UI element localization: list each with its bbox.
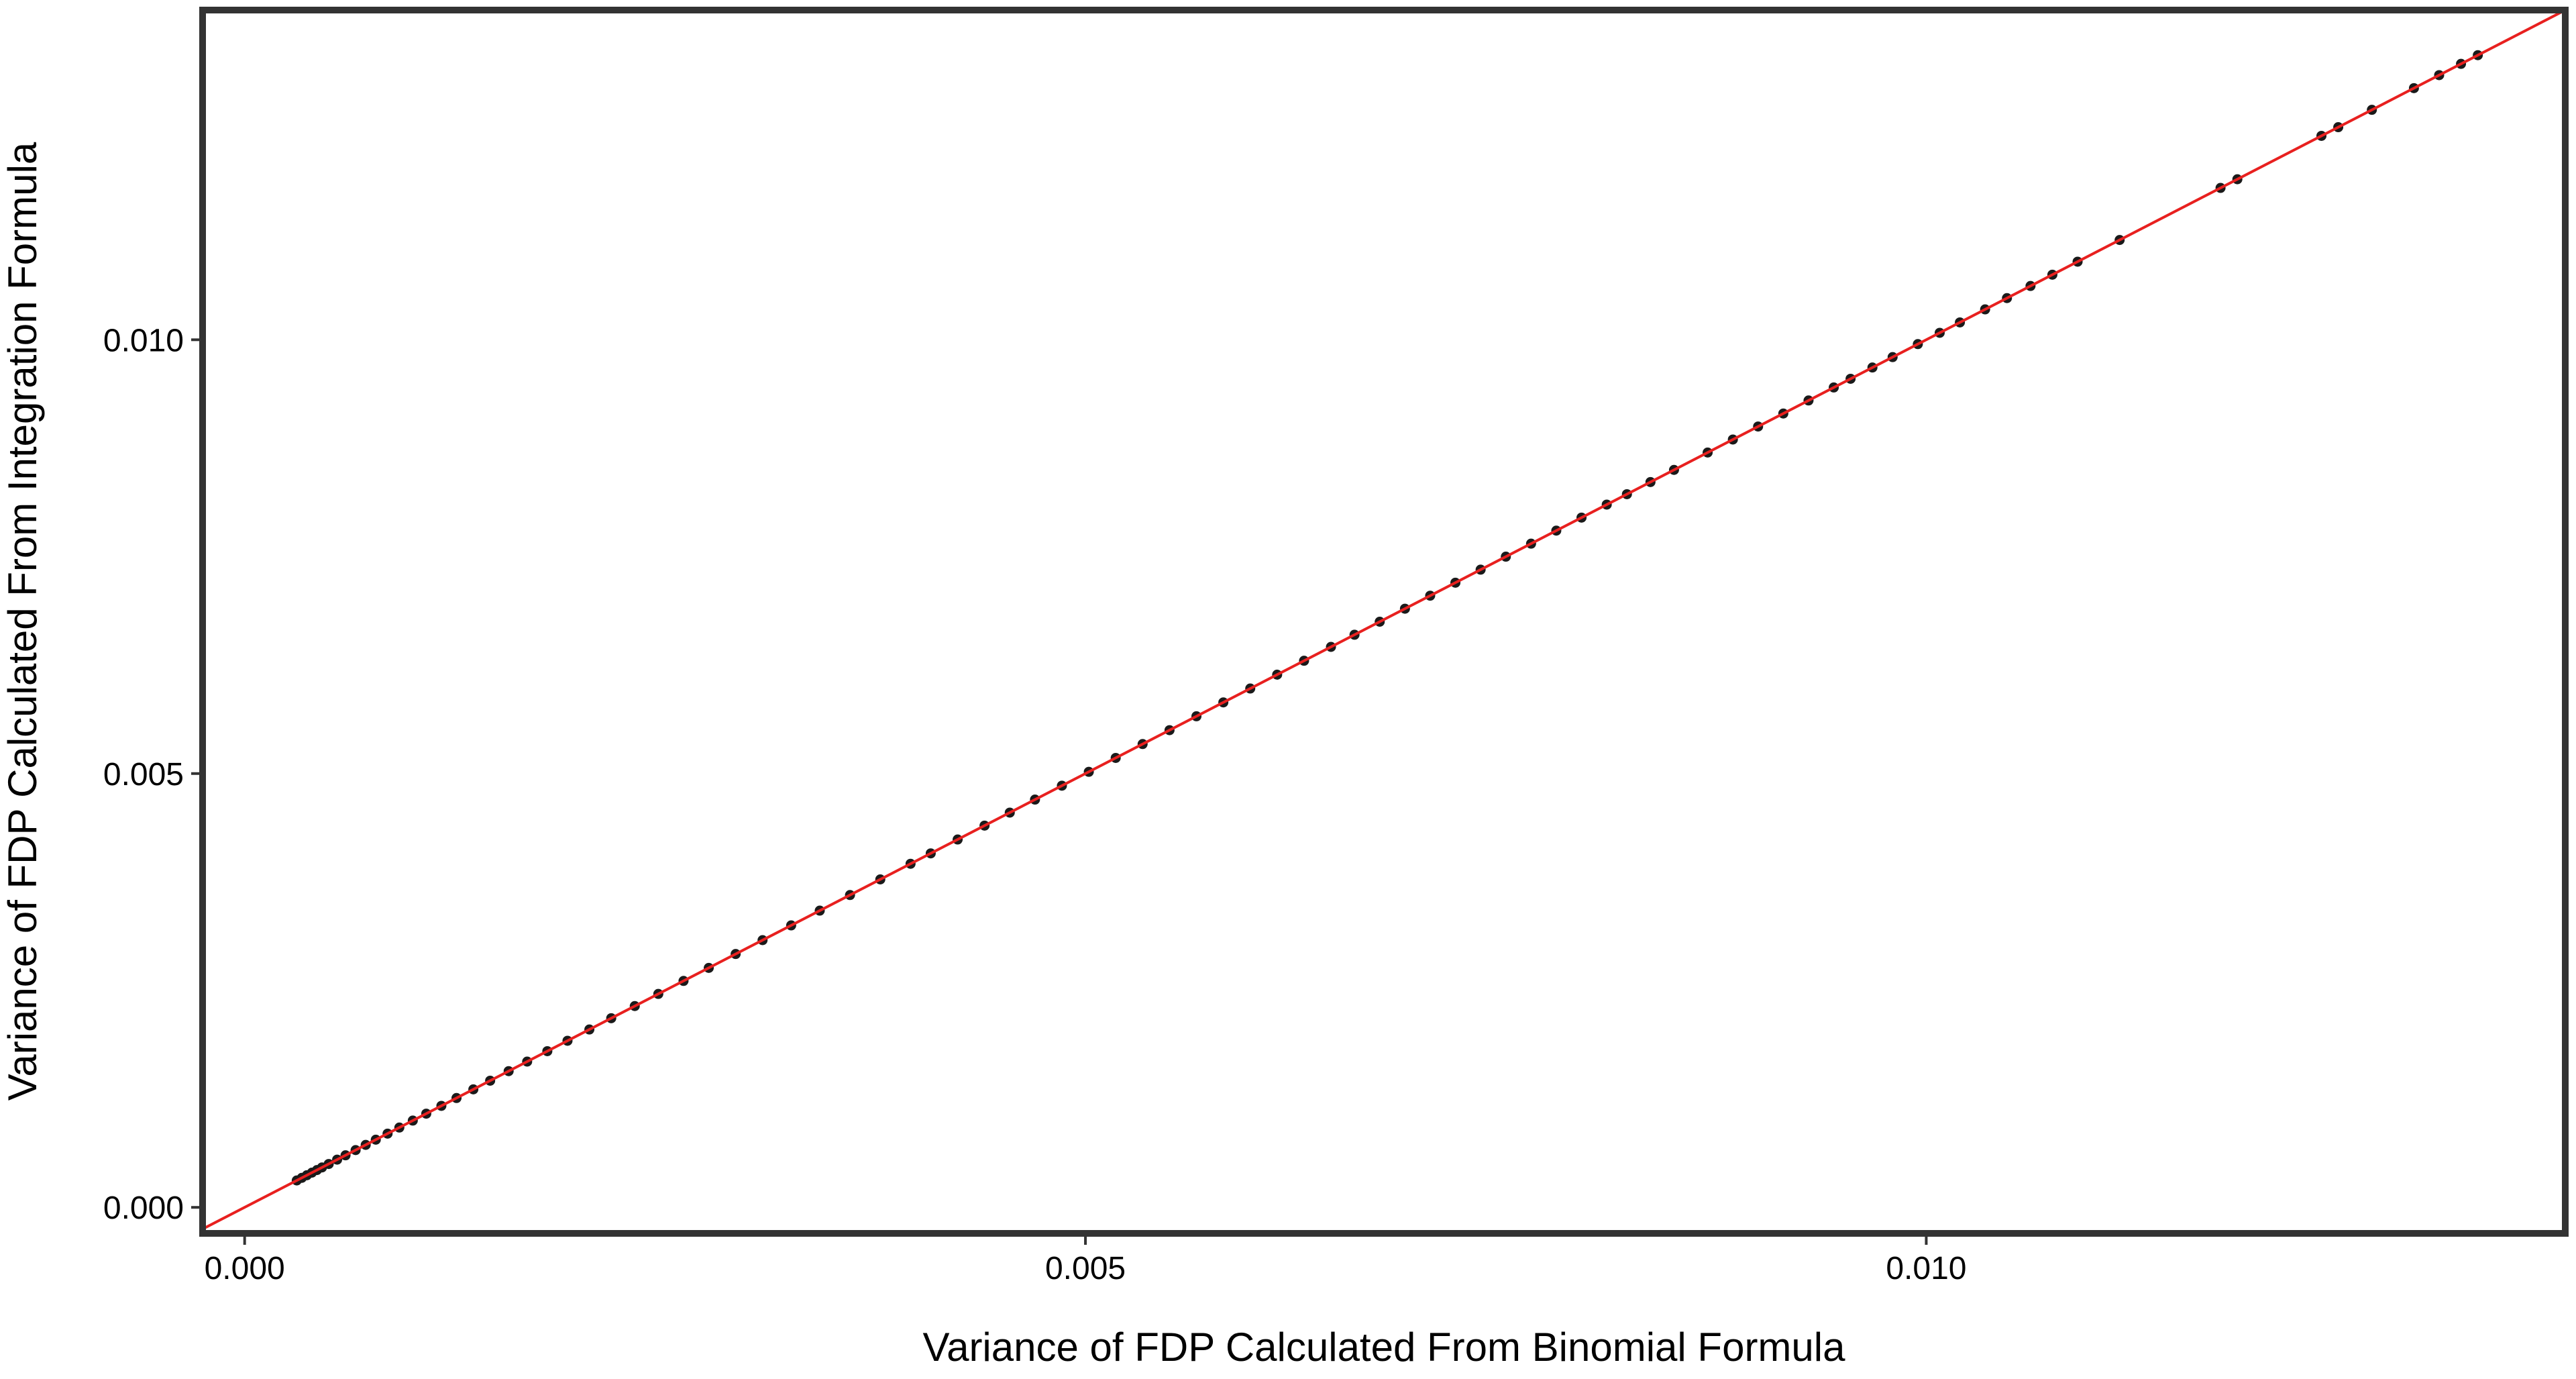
identity-reference-line: [203, 10, 2565, 1231]
x-axis-title: Variance of FDP Calculated From Binomial…: [923, 1325, 1846, 1370]
y-tick-label: 0.005: [103, 757, 184, 793]
x-tick-label: 0.010: [1886, 1251, 1966, 1286]
y-tick-label: 0.010: [103, 323, 184, 358]
x-tick-label: 0.005: [1045, 1251, 1126, 1286]
y-tick-label: 0.000: [103, 1190, 184, 1226]
x-tick-label: 0.000: [205, 1251, 285, 1286]
plot-frame: [199, 7, 2569, 1237]
x-axis-ticks: 0.000 0.005 0.010: [205, 1237, 1966, 1286]
y-axis-ticks: 0.000 0.005 0.010: [103, 323, 199, 1226]
y-axis-title: Variance of FDP Calculated From Integrat…: [0, 142, 45, 1101]
